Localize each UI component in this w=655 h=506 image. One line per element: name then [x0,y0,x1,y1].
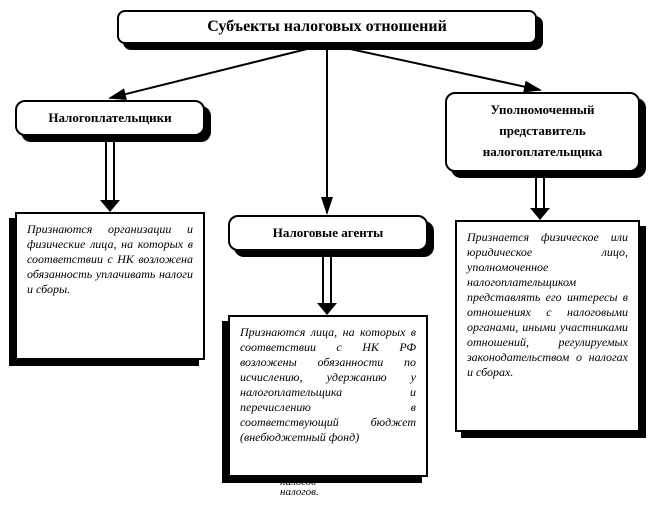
branch1-desc-box: Признаются организации и физические лица… [15,212,205,360]
stray-line2: налогов. [280,486,319,498]
branch2-title-box: Налоговые агенты [228,215,428,251]
stray-text: налогов налогов. [280,478,319,498]
branch2-desc: Признаются лица, на которых в соответств… [230,317,426,453]
branch1-desc: Признаются организации и физические лица… [17,214,203,305]
branch2-title: Налоговые агенты [230,217,426,250]
branch1-title-box: Налогоплательщики [15,100,205,136]
branch1-title: Налогоплательщики [17,102,203,135]
branch3-title: Уполномоченный представитель налогоплате… [447,94,638,168]
branch3-desc: Признается физическое или юридическое ли… [457,222,638,388]
root-box: Субъекты налоговых отношений [117,10,537,44]
branch3-title-box: Уполномоченный представитель налогоплате… [445,92,640,172]
branch3-desc-box: Признается физическое или юридическое ли… [455,220,640,432]
branch2-desc-box: Признаются лица, на которых в соответств… [228,315,428,477]
root-title: Субъекты налоговых отношений [119,12,535,42]
